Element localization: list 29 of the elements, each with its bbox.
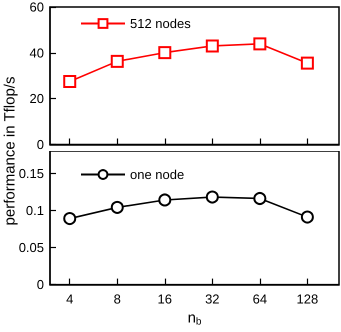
point <box>206 190 219 204</box>
point <box>63 212 76 226</box>
legend-label: one node <box>130 167 184 182</box>
y-tick-label: 60 <box>30 0 44 14</box>
point <box>253 37 266 50</box>
point <box>158 193 172 206</box>
y-tick-label: 0.05 <box>18 240 44 255</box>
y-tick-label: 0 <box>36 137 44 152</box>
point <box>206 39 219 52</box>
x-tick-label: 128 <box>296 292 318 307</box>
point <box>158 46 172 60</box>
x-tick-label: 8 <box>114 292 121 307</box>
point <box>253 192 266 205</box>
y-tick-label: 0.1 <box>26 202 44 218</box>
x-tick-label: 4 <box>66 292 74 307</box>
point <box>110 54 124 68</box>
y-tick-label: 0 <box>36 277 44 292</box>
y-axis-title: performance in Tflop/s <box>2 76 18 226</box>
legend-label: 512 nodes <box>130 16 192 31</box>
point <box>63 74 76 88</box>
y-tick-label: 0.15 <box>18 166 44 181</box>
y-tick-label: 20 <box>30 91 44 106</box>
x-tick-label: 16 <box>158 292 172 307</box>
point <box>300 210 314 224</box>
x-tick-label: 64 <box>252 292 268 307</box>
point <box>110 200 124 214</box>
y-tick-label: 40 <box>30 45 44 60</box>
point <box>300 56 314 70</box>
x-tick-label: 32 <box>205 292 220 307</box>
